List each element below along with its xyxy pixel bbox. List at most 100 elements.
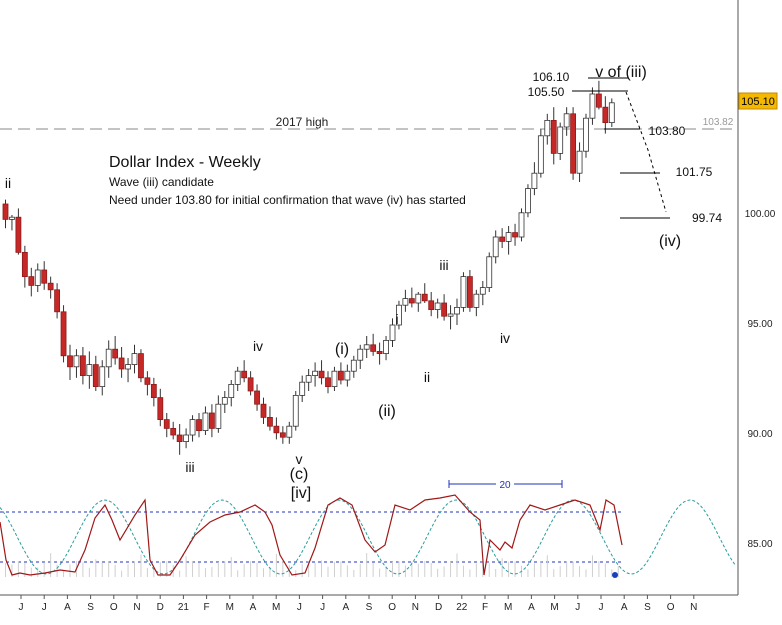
candle-body-up [344,370,351,381]
wave-labels: ii iii iv v (c) [iv] (i) (ii) i ii iii i… [5,64,681,502]
candle [557,122,564,160]
candle [273,417,280,440]
chart-title: Dollar Index - Weekly [109,154,261,171]
candle [41,261,48,290]
candle-body-down [550,120,557,154]
time-axis-label: J [297,602,302,613]
candle [505,226,512,255]
oscillator-histogram [5,553,619,577]
candle-body-up [234,370,241,385]
candle [434,298,441,319]
time-axis-label: J [599,602,604,613]
level-label-101-75: 101.75 [676,165,713,179]
candle [202,406,209,435]
candle-body-up [544,120,551,137]
candle-body-down [318,370,325,379]
time-axis-label: M [272,602,280,613]
candle-body-down [21,251,28,277]
candle-body-up [473,293,480,308]
candle [589,87,596,125]
candle-body-down [370,344,377,352]
time-axis-label: F [204,602,210,613]
candle [447,305,454,330]
projection-levels: 106.10 105.50 103.80 101.75 99.74 [528,70,723,225]
time-axis-label: S [366,602,373,613]
candle-body-up [292,394,299,427]
oscillator-line [0,494,623,576]
candle-body-down [176,434,183,442]
candle-body-down [279,432,286,438]
candle-body-up [105,348,112,368]
candle-body-down [596,93,602,108]
candle [241,360,248,383]
last-price-badge [738,92,778,110]
time-axis-label: J [320,602,325,613]
candle-body-down [92,364,99,388]
wave-label-v-of-iii: v of (iii) [595,64,647,81]
candle [54,283,60,319]
candle-body-up [9,216,15,220]
candle-body-up [221,397,228,405]
candle [525,184,531,218]
time-axis-label: A [250,602,257,613]
wave-label-ii-left: ii [5,175,11,191]
candle [2,199,9,229]
candle-body-up [415,293,422,304]
candle-body-up [312,370,319,377]
candle [86,351,93,389]
candle [583,113,589,158]
candle-body-up [357,348,364,361]
candle-body-up [183,434,190,442]
candle [138,349,144,383]
candle [299,375,306,402]
candle [376,342,383,365]
wave-label-c: (c) [290,466,309,483]
high-2017-value: 103.82 [703,117,734,128]
candle-body-up [479,287,486,295]
wave-label-iv-target: (iv) [659,233,681,250]
candle-body-up [583,117,589,152]
candle-body-up [389,324,396,341]
candle-body-down [247,377,254,392]
candle-body-down [408,298,415,304]
candle [402,289,409,312]
candle [189,415,196,442]
candle [105,340,112,378]
candle-body-down [260,403,267,418]
candle [363,336,370,358]
candle [163,413,170,438]
time-axis-label: A [342,602,349,613]
candle [344,364,351,387]
time-axis-label: O [667,602,675,613]
oscillator-panel: 20 [0,478,736,578]
candle-body-down [273,425,280,434]
candle-body-down [499,236,506,242]
candle [454,298,460,325]
candle [286,421,293,444]
candle-body-up [189,419,196,436]
candle [267,406,273,431]
wave-label-iii: iii [439,257,448,273]
candle-body-up [99,366,106,387]
candle [99,360,106,396]
candle [196,413,202,438]
candle [150,377,157,407]
candle [312,362,319,387]
candle [331,366,338,391]
candle-body-up [486,256,493,288]
candle [357,344,364,369]
candle [499,228,506,248]
candle-body-down [570,113,576,174]
wave-label-i-paren: (i) [335,341,349,358]
candle [279,426,286,444]
wave-label-iv-high: iv [253,338,263,354]
candle [292,391,299,431]
wave-label-ii-paren: (ii) [378,403,396,420]
candle [608,98,615,127]
candle [67,344,73,380]
candle-body-up [305,375,312,383]
cycle-label-bg [496,478,514,490]
candle [479,281,486,306]
candle [92,355,99,391]
projection-path [625,91,667,213]
